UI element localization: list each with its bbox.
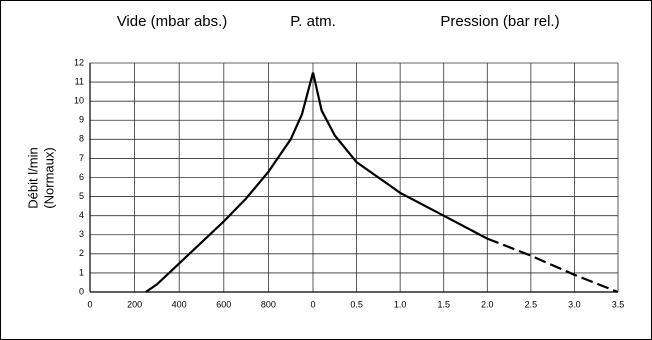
y-axis-title: (Normaux) <box>41 147 56 208</box>
x-tick-label: 3.5 <box>612 299 625 309</box>
flow-curve <box>486 237 619 294</box>
y-tick-label: 6 <box>79 172 84 182</box>
x-tick-label: 400 <box>172 299 187 309</box>
x-tick-label: 200 <box>127 299 142 309</box>
y-tick-label: 2 <box>79 248 84 258</box>
x-tick-label: 2.5 <box>525 299 538 309</box>
y-tick-label: 0 <box>79 286 84 296</box>
x-tick-label: 0 <box>310 299 315 309</box>
x-tick-label: 800 <box>261 299 276 309</box>
y-tick-label: 1 <box>79 267 84 277</box>
y-tick-label: 10 <box>74 96 84 106</box>
y-axis-title: Débit l/min <box>25 147 40 208</box>
y-tick-label: 3 <box>79 229 84 239</box>
y-tick-label: 11 <box>75 76 84 86</box>
x-tick-label: 1.0 <box>394 299 407 309</box>
y-tick-label: 5 <box>79 191 84 201</box>
x-tick-label: 0.5 <box>350 299 363 309</box>
x-tick-label: 0 <box>87 299 92 309</box>
y-tick-label: 12 <box>74 57 84 67</box>
y-tick-label: 4 <box>79 210 84 220</box>
x-tick-label: 3.0 <box>568 299 581 309</box>
x-tick-label: 2.0 <box>481 299 494 309</box>
center-label: P. atm. <box>290 13 336 30</box>
flow-curve <box>145 72 315 293</box>
x-tick-label: 1.5 <box>437 299 450 309</box>
x-tick-label: 600 <box>216 299 231 309</box>
y-tick-label: 8 <box>79 134 84 144</box>
y-tick-label: 9 <box>79 115 84 125</box>
y-tick-label: 7 <box>79 153 84 163</box>
x-axis-title: Vide (mbar abs.) <box>117 13 228 30</box>
flow-curve <box>311 72 488 240</box>
x2-axis-title: Pression (bar rel.) <box>440 13 559 30</box>
